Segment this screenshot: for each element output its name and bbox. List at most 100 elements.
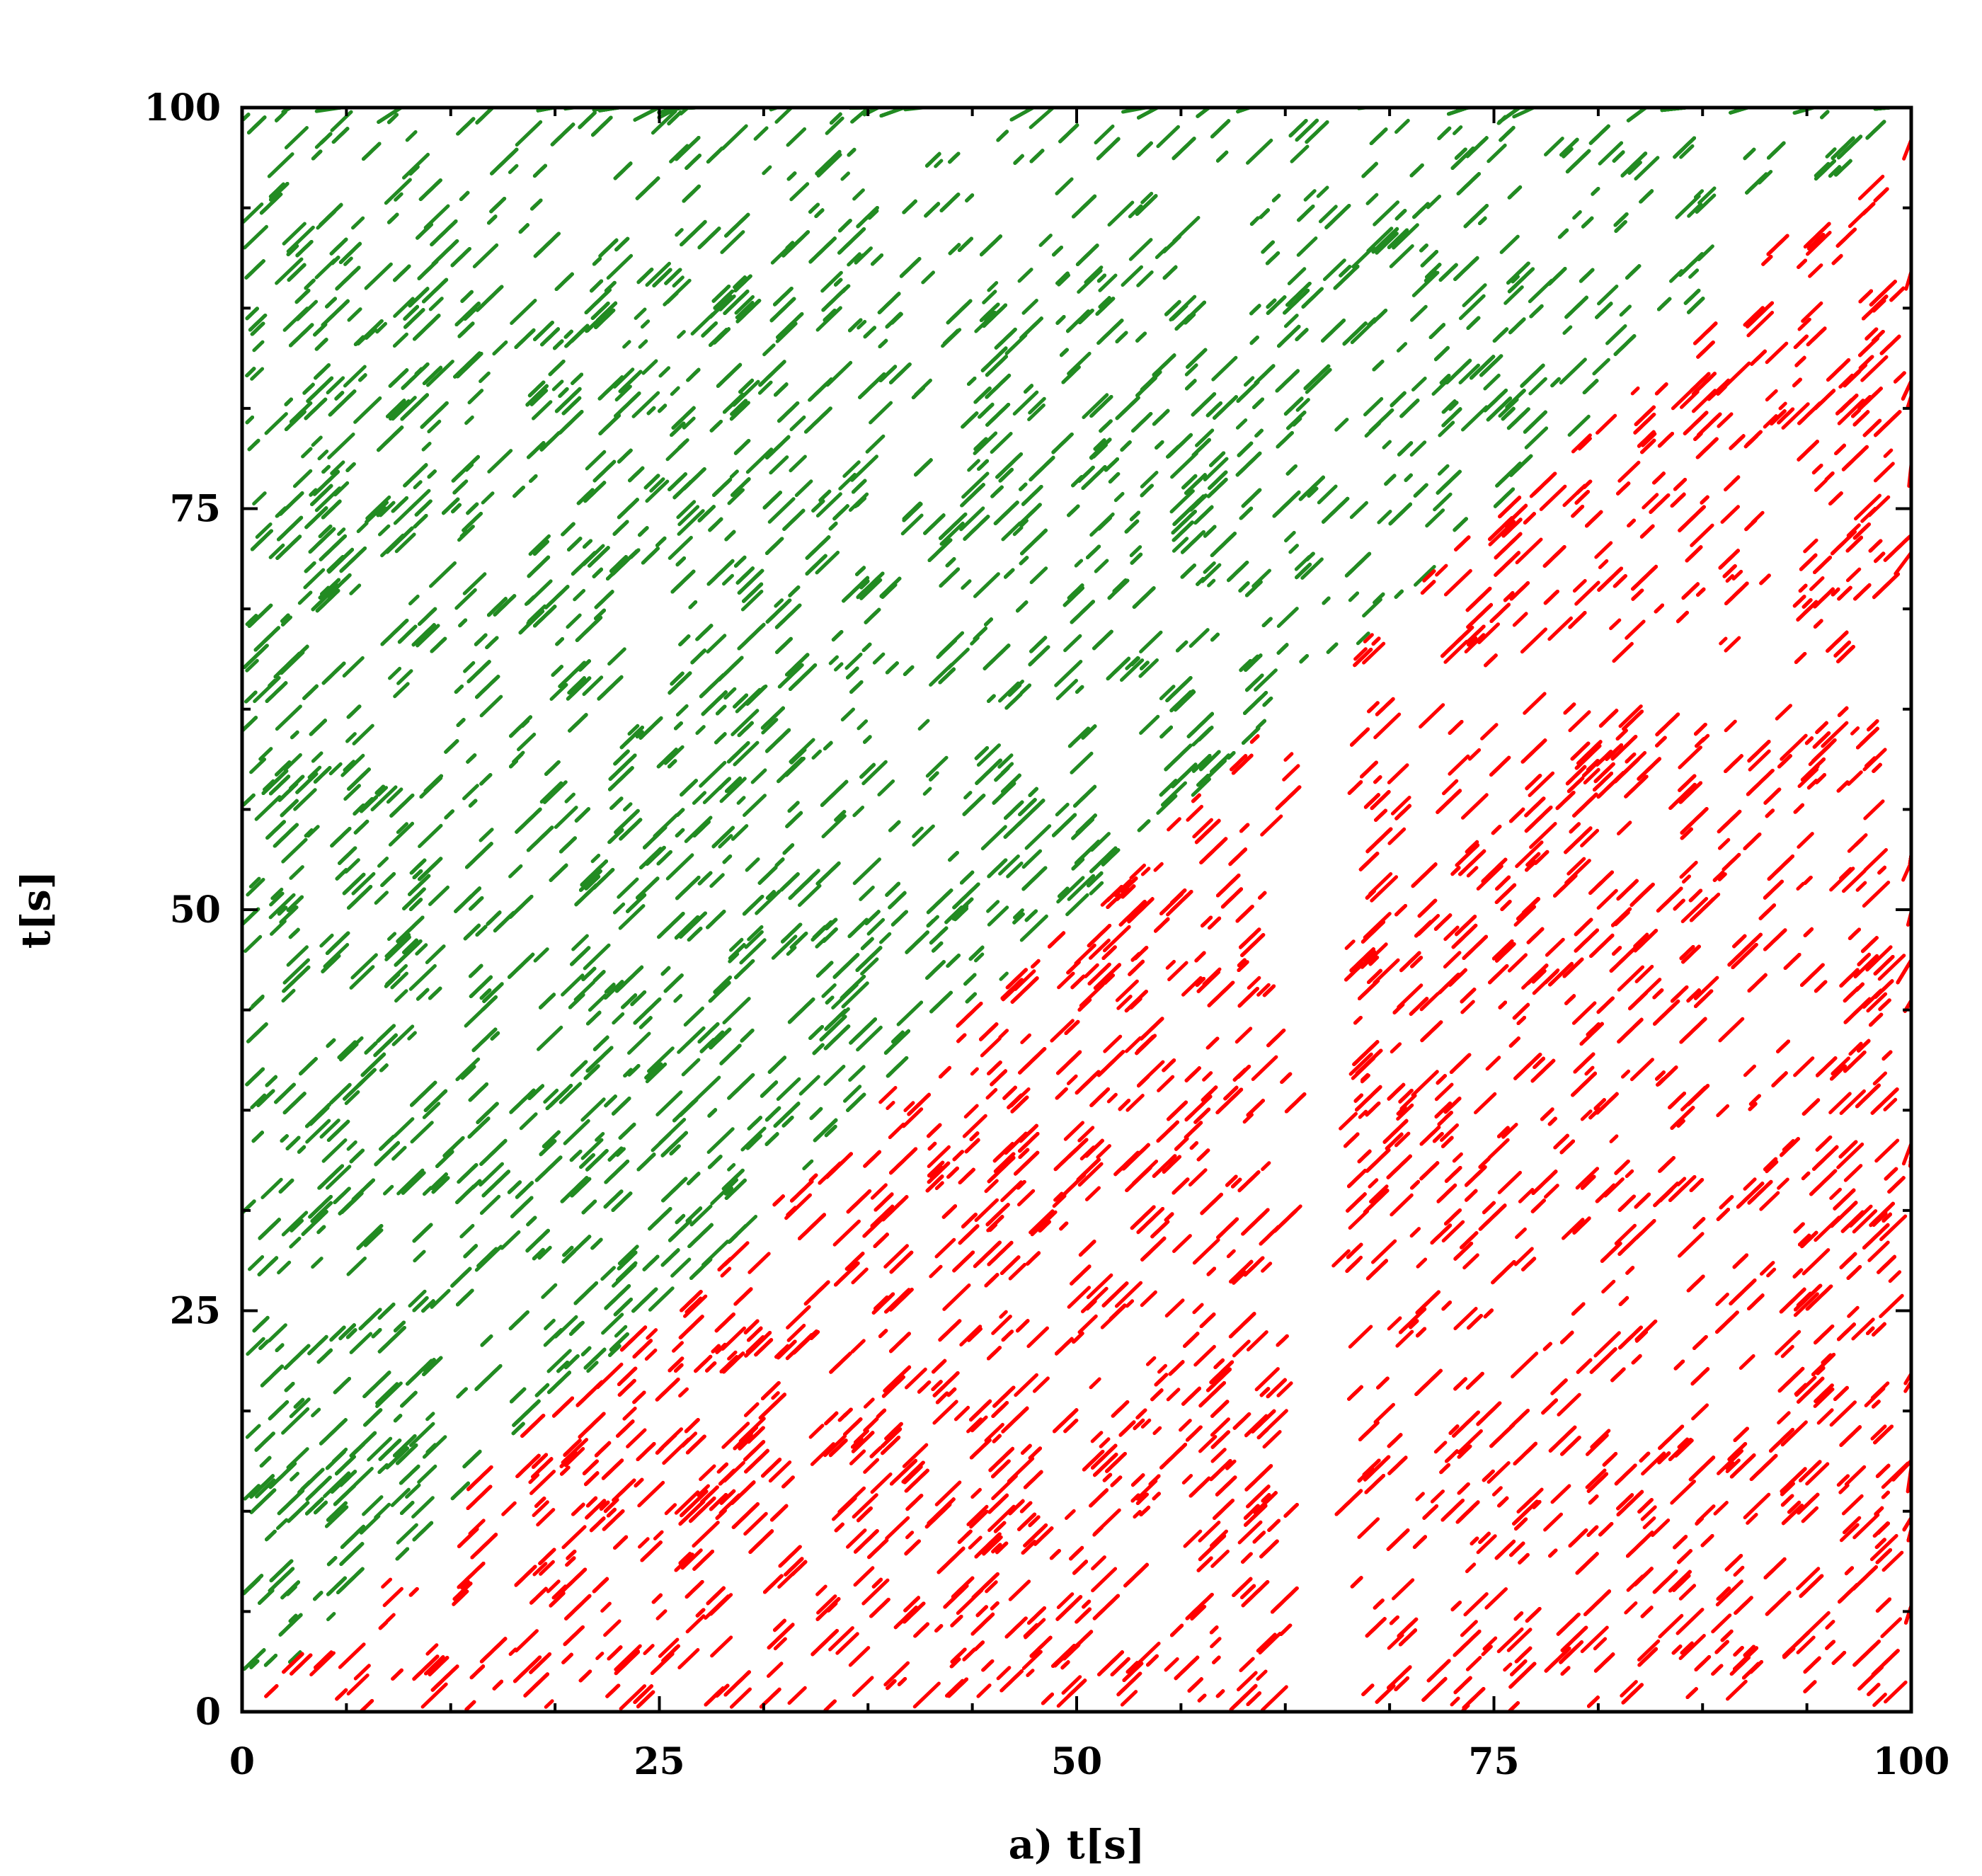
green-point <box>1389 244 1414 268</box>
green-point <box>250 367 265 381</box>
green-point <box>349 965 375 990</box>
green-point <box>1598 141 1624 166</box>
green-point <box>844 652 863 670</box>
green-point <box>668 535 693 560</box>
green-point <box>939 521 965 546</box>
green-point <box>245 658 259 673</box>
green-point <box>718 834 733 849</box>
green-point <box>689 1204 713 1227</box>
green-point <box>586 1361 599 1373</box>
green-point <box>1170 451 1198 479</box>
green-point <box>508 164 519 174</box>
green-point <box>740 590 764 612</box>
green-point <box>590 853 601 864</box>
green-point <box>487 449 513 474</box>
green-point <box>479 694 503 718</box>
green-point <box>998 854 1020 876</box>
green-point <box>246 1337 265 1356</box>
green-point <box>325 1165 352 1190</box>
green-point <box>843 1085 862 1103</box>
green-point <box>333 481 350 497</box>
green-point <box>529 389 549 406</box>
green-point <box>618 904 646 930</box>
green-point <box>1138 658 1159 678</box>
green-point <box>289 1397 311 1419</box>
green-point <box>623 802 633 812</box>
green-point <box>1284 530 1296 543</box>
green-point <box>276 1518 289 1531</box>
green-point <box>859 578 883 600</box>
green-point <box>1156 125 1180 149</box>
green-point <box>606 253 634 280</box>
green-point <box>774 105 794 124</box>
green-point <box>1425 508 1445 528</box>
green-point <box>388 666 402 680</box>
green-point <box>1414 565 1436 587</box>
green-point <box>612 902 626 915</box>
green-point <box>344 858 360 874</box>
green-point <box>681 1058 701 1077</box>
green-point <box>289 865 304 880</box>
green-point <box>255 522 273 539</box>
green-point <box>1462 283 1487 307</box>
green-point <box>479 1194 501 1216</box>
green-point <box>330 110 353 132</box>
green-point <box>408 1289 427 1308</box>
green-point <box>286 225 315 253</box>
green-point <box>290 1472 299 1482</box>
green-point <box>648 1286 675 1312</box>
green-point <box>573 588 586 602</box>
green-point <box>999 971 1009 981</box>
green-point <box>745 447 774 474</box>
green-point <box>345 732 357 743</box>
green-point <box>1057 273 1071 287</box>
green-point <box>729 937 744 952</box>
green-point <box>426 360 454 387</box>
green-point <box>789 182 810 202</box>
green-point <box>1318 205 1338 224</box>
green-point <box>346 1257 367 1276</box>
green-point <box>841 981 869 1009</box>
green-point <box>852 857 881 886</box>
green-point <box>1438 421 1455 437</box>
green-point <box>311 1407 321 1418</box>
green-point <box>925 755 949 778</box>
green-point <box>976 743 1001 767</box>
green-point <box>1139 630 1163 653</box>
green-point <box>544 1318 556 1331</box>
green-point <box>1562 147 1574 159</box>
green-point <box>1592 358 1610 376</box>
green-point <box>558 1082 583 1104</box>
green-point <box>1396 342 1408 353</box>
green-point <box>1300 557 1324 580</box>
green-point <box>744 930 764 949</box>
green-point <box>1287 267 1307 285</box>
green-point <box>786 945 797 956</box>
green-point <box>974 952 985 963</box>
green-point <box>337 527 346 536</box>
green-point <box>415 943 428 956</box>
green-point <box>786 127 807 147</box>
green-point <box>422 1102 441 1119</box>
green-point <box>245 1424 261 1439</box>
green-point <box>566 613 582 629</box>
green-point <box>1021 849 1043 869</box>
green-point <box>1458 363 1480 384</box>
green-point <box>413 480 423 490</box>
green-point <box>986 900 1000 913</box>
green-point <box>670 1257 692 1278</box>
green-point <box>722 997 751 1024</box>
green-point <box>645 1062 668 1084</box>
green-point <box>1363 396 1384 417</box>
green-point <box>1499 234 1520 254</box>
green-point <box>517 732 537 752</box>
green-point <box>255 1478 276 1499</box>
green-point <box>425 944 446 964</box>
green-point <box>755 889 781 915</box>
green-point <box>402 152 430 180</box>
green-point <box>391 1024 415 1046</box>
green-point <box>427 419 442 434</box>
green-point <box>539 781 563 804</box>
green-point <box>537 1245 552 1260</box>
green-point <box>655 1090 683 1116</box>
